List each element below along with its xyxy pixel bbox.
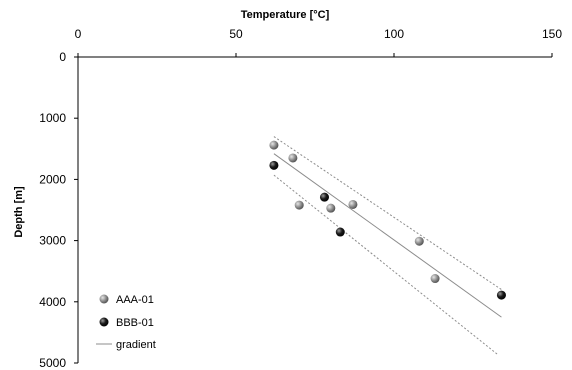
y-axis-ticks: 0 1000 2000 3000 4000 5000 (39, 50, 78, 370)
data-point-aaa-01 (326, 203, 336, 213)
data-point-bbb-01 (496, 290, 506, 300)
legend-marker-bbb-01 (99, 317, 109, 327)
y-tick-label: 4000 (39, 295, 66, 309)
gradient-line (273, 153, 502, 318)
x-tick-label: 100 (384, 27, 404, 41)
data-point-aaa-01 (288, 153, 298, 163)
y-tick-label: 1000 (39, 111, 66, 125)
data-point-bbb-01 (335, 227, 345, 237)
x-axis-ticks: 0 50 100 150 (75, 27, 562, 57)
legend-label-bbb-01: BBB-01 (116, 317, 154, 329)
data-point-bbb-01 (269, 160, 279, 170)
legend-marker-aaa-01 (99, 294, 109, 304)
legend-item-gradient: gradient (96, 339, 156, 351)
data-point-bbb-01 (319, 192, 329, 202)
x-tick-label: 0 (75, 27, 82, 41)
y-tick-label: 5000 (39, 356, 66, 370)
data-point-aaa-01 (414, 236, 424, 246)
x-tick-label: 50 (229, 27, 243, 41)
legend-label-gradient: gradient (116, 339, 156, 351)
y-tick-label: 2000 (39, 172, 66, 186)
legend-item-aaa-01: AAA-01 (99, 294, 154, 306)
data-point-aaa-01 (348, 199, 358, 209)
y-tick-label: 0 (59, 50, 66, 64)
y-axis-title: Depth [m] (13, 186, 25, 238)
bound-line-3 (273, 136, 502, 290)
legend-item-bbb-01: BBB-01 (99, 317, 154, 329)
series-points (269, 140, 506, 300)
data-point-aaa-01 (294, 200, 304, 210)
legend: AAA-01 BBB-01 gradient (96, 294, 156, 351)
x-axis-title: Temperature [°C] (241, 9, 330, 21)
data-point-aaa-01 (430, 274, 440, 284)
data-point-aaa-01 (269, 140, 279, 150)
x-tick-label: 150 (542, 27, 562, 41)
y-tick-label: 3000 (39, 234, 66, 248)
series-lines (273, 136, 502, 356)
legend-label-aaa-01: AAA-01 (116, 294, 154, 306)
